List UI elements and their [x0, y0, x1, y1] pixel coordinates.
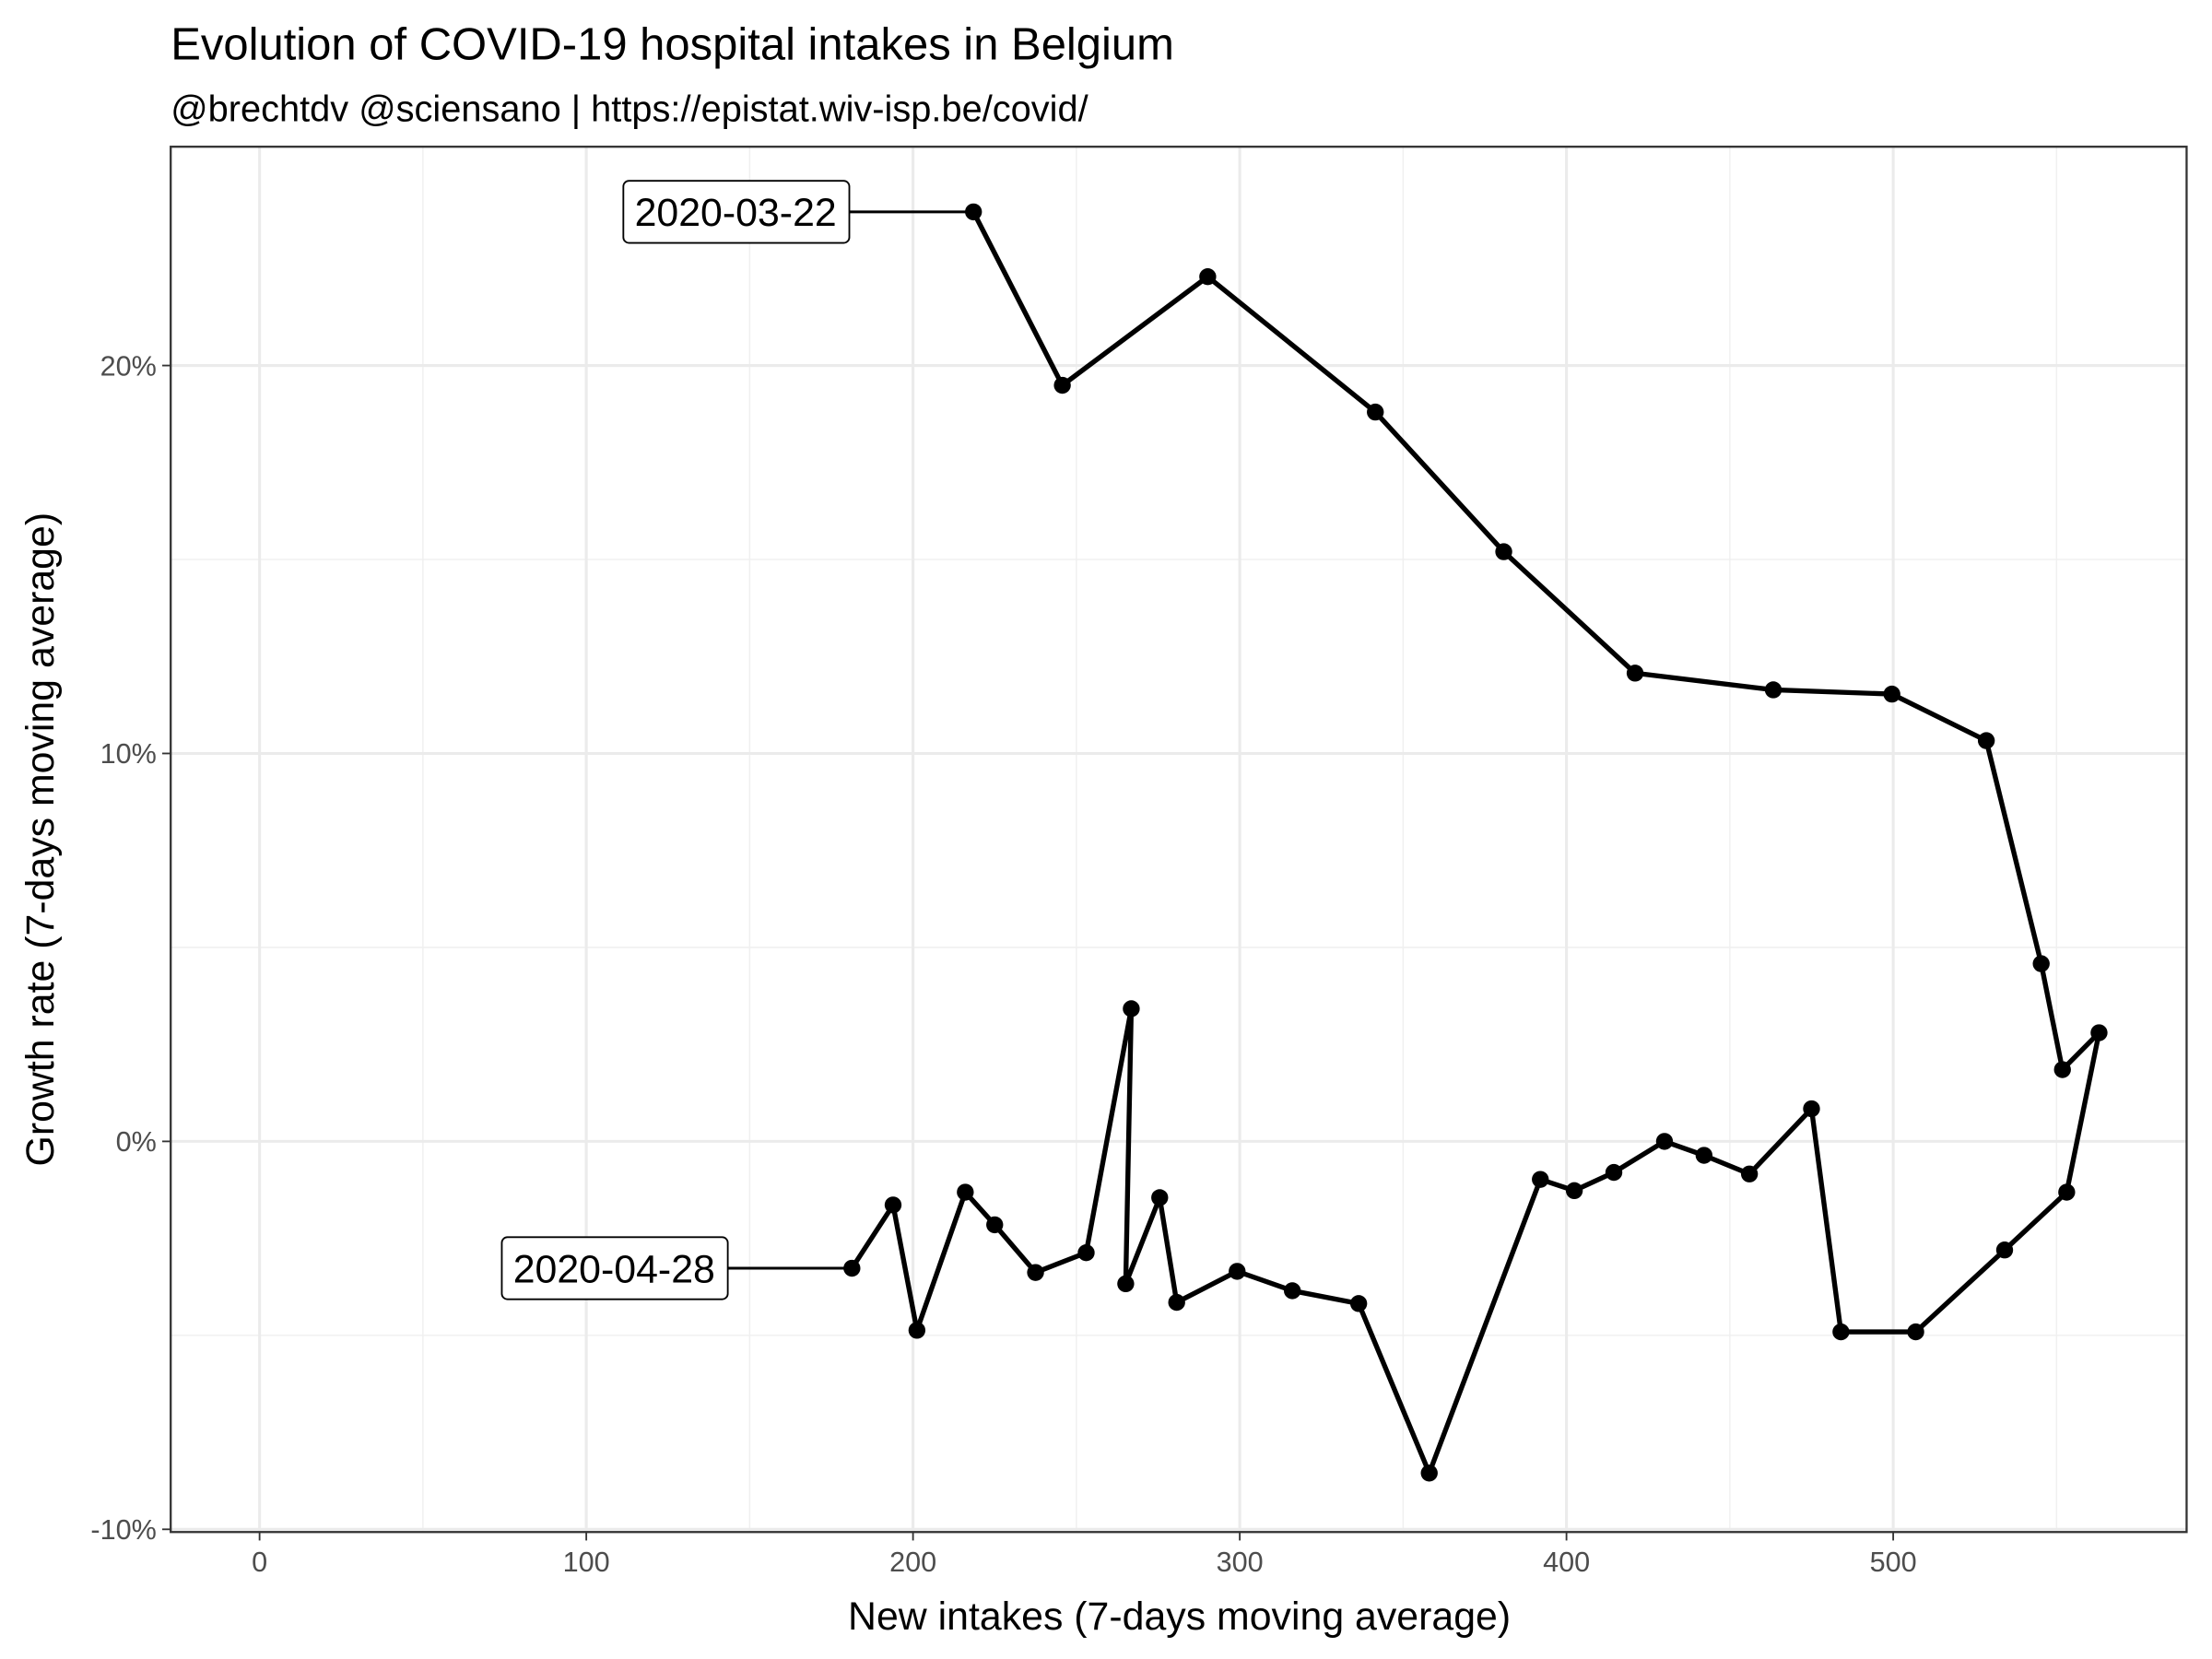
y-tick-label: 10%: [100, 738, 157, 770]
y-tick-label: 20%: [100, 350, 157, 382]
x-tick-label: 0: [252, 1547, 267, 1578]
data-point: [1532, 1171, 1549, 1188]
data-point: [1883, 685, 1900, 703]
y-tick-label: 0%: [116, 1126, 157, 1158]
data-point: [1123, 1000, 1140, 1018]
data-point: [1695, 1147, 1713, 1164]
x-tick-label: 200: [889, 1547, 936, 1578]
data-point: [1605, 1163, 1623, 1182]
data-point: [1077, 1244, 1095, 1262]
annotation: 2020-04-28: [500, 1236, 729, 1300]
data-point: [1349, 1295, 1368, 1312]
chart-title: Evolution of COVID-19 hospital intakes i…: [171, 19, 1174, 69]
annotation-label: 2020-03-22: [635, 191, 837, 235]
annotation-label: 2020-04-28: [513, 1247, 715, 1291]
data-point: [1229, 1263, 1246, 1280]
data-point: [1420, 1465, 1438, 1482]
x-tick-label: 500: [1870, 1547, 1917, 1578]
plot-border: [170, 146, 2188, 1534]
data-line: [850, 210, 2102, 1476]
data-point: [1803, 1100, 1820, 1118]
data-point: [1117, 1275, 1135, 1293]
y-tick-label: -10%: [90, 1514, 156, 1546]
data-point: [1495, 543, 1512, 560]
annotation: 2020-03-22: [622, 180, 851, 244]
data-point: [2058, 1183, 2076, 1201]
data-point: [908, 1322, 926, 1339]
x-tick-label: 400: [1543, 1547, 1590, 1578]
annotation-box: [622, 180, 851, 244]
data-point: [1284, 1282, 1301, 1300]
data-point: [1199, 268, 1217, 286]
x-axis-title: New intakes (7-days moving average): [848, 1594, 1511, 1639]
data-point: [1995, 1241, 2014, 1259]
data-point: [1907, 1323, 1924, 1341]
data-point: [1764, 681, 1783, 699]
data-point: [1367, 403, 1384, 421]
data-point: [986, 1216, 1004, 1234]
data-point: [1151, 1189, 1169, 1206]
chart-subtitle: @brechtdv @sciensano | https://epistat.w…: [171, 89, 1088, 130]
data-point: [1740, 1165, 1759, 1182]
x-tick-label: 300: [1217, 1547, 1264, 1578]
data-point: [1053, 376, 1071, 394]
data-point: [2090, 1024, 2108, 1041]
data-point: [1977, 732, 1995, 749]
y-axis-title: Growth rate (7-days moving average): [18, 512, 63, 1167]
x-tick-label: 100: [563, 1547, 610, 1578]
data-point: [1832, 1323, 1850, 1341]
data-point: [1626, 665, 1644, 682]
data-point: [1565, 1182, 1583, 1200]
data-point: [2032, 955, 2050, 972]
data-point: [1168, 1293, 1185, 1312]
data-point: [957, 1183, 974, 1201]
annotation-box: [500, 1236, 729, 1300]
data-point: [884, 1196, 902, 1214]
plot-background: [171, 147, 2187, 1533]
data-point: [1027, 1264, 1044, 1281]
data-point: [1655, 1133, 1674, 1150]
data-point: [2053, 1061, 2071, 1078]
